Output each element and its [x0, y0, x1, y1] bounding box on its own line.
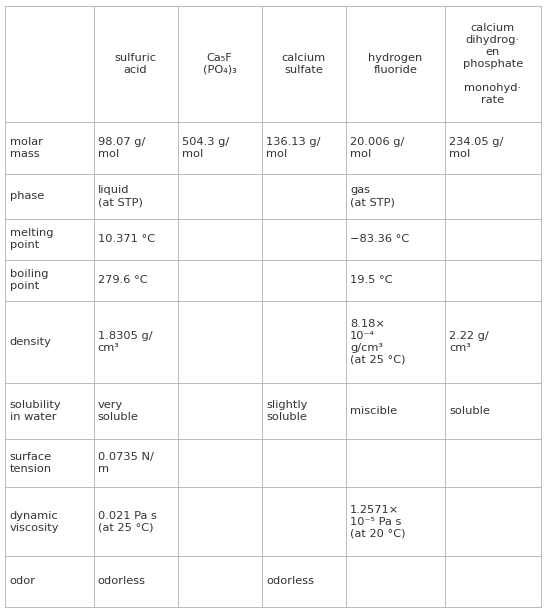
Text: 0.021 Pa s
(at 25 °C): 0.021 Pa s (at 25 °C): [98, 511, 157, 533]
Text: 0.0735 N/
m: 0.0735 N/ m: [98, 452, 154, 474]
Text: odorless: odorless: [266, 576, 314, 587]
Text: density: density: [10, 337, 52, 347]
Text: odor: odor: [10, 576, 36, 587]
Text: phase: phase: [10, 191, 44, 202]
Text: surface
tension: surface tension: [10, 452, 52, 474]
Text: calcium
dihydrog·
en
phosphate

monohyd·
rate: calcium dihydrog· en phosphate monohyd· …: [462, 23, 523, 105]
Text: 98.07 g/
mol: 98.07 g/ mol: [98, 137, 145, 159]
Text: 19.5 °C: 19.5 °C: [350, 275, 393, 286]
Text: miscible: miscible: [350, 406, 397, 416]
Text: 1.8305 g/
cm³: 1.8305 g/ cm³: [98, 331, 152, 353]
Text: 20.006 g/
mol: 20.006 g/ mol: [350, 137, 405, 159]
Text: solubility
in water: solubility in water: [10, 400, 62, 422]
Text: melting
point: melting point: [10, 228, 54, 250]
Text: molar
mass: molar mass: [10, 137, 43, 159]
Text: calcium
sulfate: calcium sulfate: [282, 53, 326, 75]
Text: odorless: odorless: [98, 576, 146, 587]
Text: 1.2571×
10⁻⁵ Pa s
(at 20 °C): 1.2571× 10⁻⁵ Pa s (at 20 °C): [350, 504, 406, 539]
Text: liquid
(at STP): liquid (at STP): [98, 185, 143, 207]
Text: 10.371 °C: 10.371 °C: [98, 234, 155, 245]
Text: −83.36 °C: −83.36 °C: [350, 234, 410, 245]
Text: sulfuric
acid: sulfuric acid: [115, 53, 157, 75]
Text: 504.3 g/
mol: 504.3 g/ mol: [182, 137, 229, 159]
Text: 2.22 g/
cm³: 2.22 g/ cm³: [449, 331, 489, 353]
Text: Ca₅F
(PO₄)₃: Ca₅F (PO₄)₃: [203, 53, 236, 75]
Text: boiling
point: boiling point: [10, 269, 49, 291]
Text: very
soluble: very soluble: [98, 400, 139, 422]
Text: 234.05 g/
mol: 234.05 g/ mol: [449, 137, 504, 159]
Text: 279.6 °C: 279.6 °C: [98, 275, 147, 286]
Text: soluble: soluble: [449, 406, 490, 416]
Text: gas
(at STP): gas (at STP): [350, 185, 395, 207]
Text: dynamic
viscosity: dynamic viscosity: [10, 511, 60, 533]
Text: 136.13 g/
mol: 136.13 g/ mol: [266, 137, 321, 159]
Text: 8.18×
10⁻⁴
g/cm³
(at 25 °C): 8.18× 10⁻⁴ g/cm³ (at 25 °C): [350, 319, 406, 365]
Text: hydrogen
fluoride: hydrogen fluoride: [369, 53, 423, 75]
Text: slightly
soluble: slightly soluble: [266, 400, 307, 422]
